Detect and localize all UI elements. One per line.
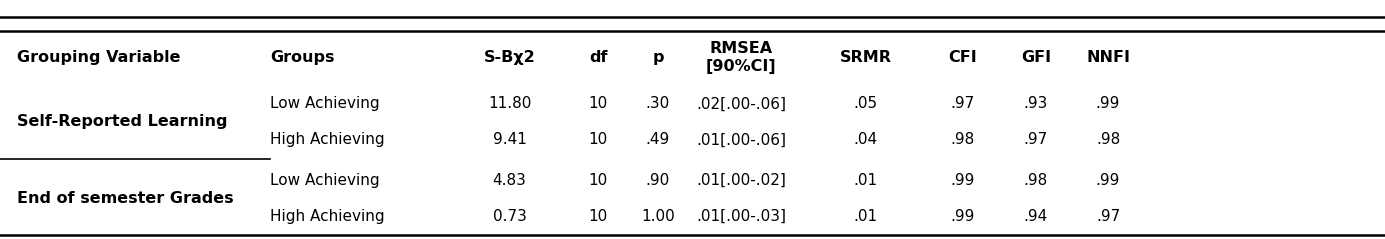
Text: .02[.00-.06]: .02[.00-.06] [697,97,785,111]
Text: .01: .01 [853,173,878,188]
Text: GFI: GFI [1021,50,1051,65]
Text: .94: .94 [1024,209,1048,224]
Text: 10: 10 [589,173,608,188]
Text: S-Bχ2: S-Bχ2 [483,50,536,65]
Text: .97: .97 [1096,209,1120,224]
Text: RMSEA
[90%CI]: RMSEA [90%CI] [706,41,776,74]
Text: NNFI: NNFI [1086,50,1130,65]
Text: .01[.00-.03]: .01[.00-.03] [697,209,785,224]
Text: CFI: CFI [949,50,976,65]
Text: 10: 10 [589,97,608,111]
Text: .99: .99 [950,173,975,188]
Text: 4.83: 4.83 [493,173,526,188]
Text: .05: .05 [853,97,878,111]
Text: 10: 10 [589,209,608,224]
Text: 11.80: 11.80 [488,97,532,111]
Text: Groups: Groups [270,50,335,65]
Text: End of semester Grades: End of semester Grades [17,191,233,206]
Text: 1.00: 1.00 [641,209,674,224]
Text: .98: .98 [1024,173,1048,188]
Text: Low Achieving: Low Achieving [270,173,379,188]
Text: .98: .98 [1096,132,1120,147]
Text: .97: .97 [1024,132,1048,147]
Text: High Achieving: High Achieving [270,132,385,147]
Text: .99: .99 [950,209,975,224]
Text: .93: .93 [1024,97,1048,111]
Text: .98: .98 [950,132,975,147]
Text: .01: .01 [853,209,878,224]
Text: .01[.00-.06]: .01[.00-.06] [697,132,785,147]
Text: .97: .97 [950,97,975,111]
Text: .49: .49 [645,132,670,147]
Text: .30: .30 [645,97,670,111]
Text: Grouping Variable: Grouping Variable [17,50,180,65]
Text: df: df [589,50,608,65]
Text: Low Achieving: Low Achieving [270,97,379,111]
Text: Self-Reported Learning: Self-Reported Learning [17,114,227,129]
Text: 0.73: 0.73 [493,209,526,224]
Text: SRMR: SRMR [839,50,892,65]
Text: .01[.00-.02]: .01[.00-.02] [697,173,785,188]
Text: p: p [652,50,663,65]
Text: .90: .90 [645,173,670,188]
Text: High Achieving: High Achieving [270,209,385,224]
Text: .99: .99 [1096,173,1120,188]
Text: 10: 10 [589,132,608,147]
Text: .99: .99 [1096,97,1120,111]
Text: .04: .04 [853,132,878,147]
Text: 9.41: 9.41 [493,132,526,147]
